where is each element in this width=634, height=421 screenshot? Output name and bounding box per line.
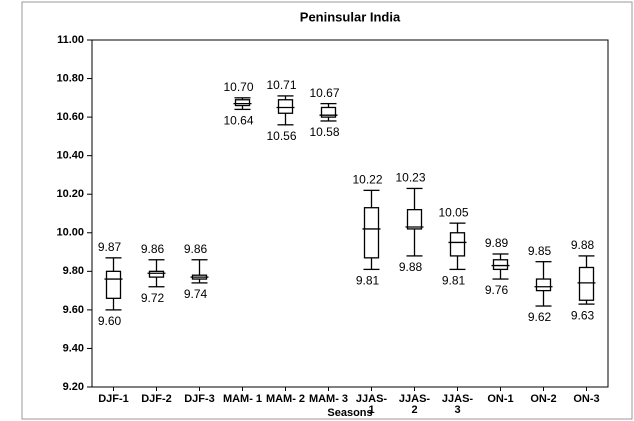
y-tick-label: 10.00 [56, 227, 84, 239]
min-label: 9.76 [485, 283, 509, 297]
min-label: 9.72 [141, 291, 165, 305]
box [320, 106, 337, 118]
box [277, 99, 294, 114]
box [492, 259, 509, 271]
x-axis-label: Seasons [327, 407, 372, 419]
x-tick-label: DJF-1 [98, 393, 129, 405]
x-tick-label: DJF-3 [184, 393, 215, 405]
y-tick-label: 10.40 [56, 150, 84, 162]
max-label: 9.89 [485, 236, 509, 250]
x-tick-label: MAM- 3 [308, 393, 349, 405]
box [578, 266, 595, 301]
min-label: 10.64 [223, 114, 253, 128]
x-tick-label: ON-2 [530, 393, 557, 405]
box [449, 232, 466, 257]
max-label: 10.67 [309, 86, 339, 100]
y-tick-label: 10.60 [56, 111, 84, 123]
x-tick-label: JJAS- 1 [355, 393, 388, 416]
box [363, 207, 380, 259]
min-label: 9.88 [399, 260, 423, 274]
max-label: 10.23 [395, 171, 425, 185]
max-label: 9.85 [528, 244, 552, 258]
min-label: 9.62 [528, 310, 552, 324]
y-tick-label: 10.80 [56, 72, 84, 84]
min-label: 9.81 [442, 274, 466, 288]
max-label: 9.86 [141, 242, 165, 256]
frame [21, 1, 633, 420]
x-tick-label: MAM- 2 [265, 393, 306, 405]
plot-area [91, 39, 609, 388]
min-label: 9.60 [98, 314, 122, 328]
max-label: 10.70 [223, 80, 253, 94]
max-label: 9.88 [571, 238, 595, 252]
chart-title: Peninsular India [300, 9, 401, 24]
min-label: 9.74 [184, 287, 208, 301]
max-label: 10.71 [266, 78, 296, 92]
box [535, 278, 552, 292]
max-label: 10.05 [438, 205, 468, 219]
min-label: 9.63 [571, 308, 595, 322]
y-tick-label: 9.80 [63, 265, 84, 277]
x-tick-label: ON-3 [573, 393, 600, 405]
min-label: 10.58 [309, 125, 339, 139]
x-tick-label: DJF-2 [141, 393, 172, 405]
y-tick-label: 9.20 [63, 381, 84, 393]
x-tick-label: JJAS- 3 [441, 393, 474, 416]
min-label: 9.81 [356, 274, 380, 288]
max-label: 9.86 [184, 242, 208, 256]
y-tick-label: 9.40 [63, 342, 84, 354]
x-tick-label: MAM- 1 [222, 393, 263, 405]
box [148, 270, 165, 278]
max-label: 10.22 [352, 173, 382, 187]
box [105, 270, 122, 299]
y-tick-label: 11.00 [57, 34, 84, 46]
box [234, 99, 251, 107]
x-tick-label: JJAS- 2 [398, 393, 431, 416]
box [406, 208, 423, 230]
x-tick-label: ON-1 [487, 393, 514, 405]
y-tick-label: 9.60 [63, 304, 84, 316]
y-tick-label: 10.20 [56, 188, 84, 200]
max-label: 9.87 [98, 240, 122, 254]
min-label: 10.56 [266, 129, 296, 143]
